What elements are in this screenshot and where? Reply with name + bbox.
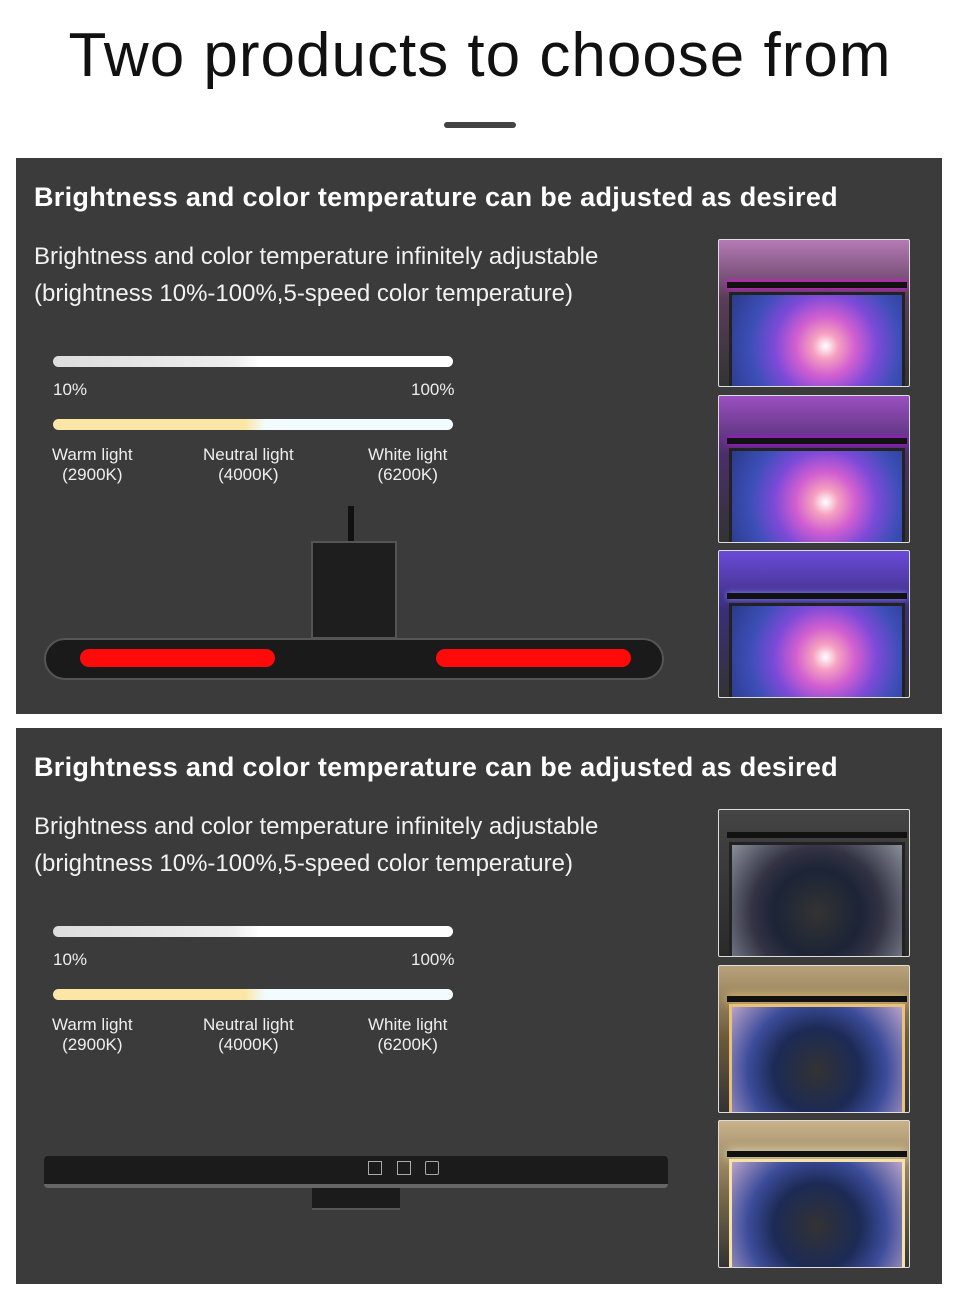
rgb-light-strip [436,649,631,667]
monitor-photo [718,1120,910,1268]
color-temperature-bar [53,419,453,430]
temp-white: White light (6200K) [368,1015,447,1055]
monitor-photo [718,809,910,957]
panel-heading: Brightness and color temperature can be … [34,752,838,782]
desc-line: Brightness and color temperature infinit… [34,813,599,840]
temp-neutral: Neutral light (4000K) [203,445,294,485]
panel-description: Brightness and color temperature infinit… [34,808,704,882]
title-divider [444,122,516,128]
monitor-photo [718,550,910,698]
temp-name: Neutral light [203,445,294,464]
brightness-min: 10% [53,950,88,969]
rgb-light-strip [80,649,275,667]
desc-line: Brightness and color temperature infinit… [34,243,599,270]
desc-line: (brightness 10%-100%,5-speed color tempe… [34,850,573,877]
temp-neutral: Neutral light (4000K) [203,1015,294,1055]
brightness-bar [53,926,453,937]
monitor-photo [718,395,910,543]
temp-name: White light [368,1015,448,1034]
panel-heading: Brightness and color temperature can be … [34,182,838,212]
temp-kelvin: (2900K) [62,1035,123,1054]
brightness-icon [368,1161,382,1175]
color-temperature-bar [53,989,453,1000]
brightness-max: 100% [411,950,455,969]
temp-name: White light [368,445,448,464]
product-panel-standard: Brightness and color temperature can be … [16,728,942,1284]
brightness-min: 10% [53,380,88,399]
temp-name: Neutral light [203,1015,294,1034]
brightness-max: 100% [411,380,455,399]
temp-kelvin: (2900K) [62,465,123,484]
monitor-photo [718,965,910,1113]
temp-kelvin: (4000K) [218,465,279,484]
temp-name: Warm light [52,445,133,464]
temp-kelvin: (6200K) [377,1035,438,1054]
product-panel-rgb: Brightness and color temperature can be … [16,158,942,714]
temp-warm: Warm light (2900K) [52,1015,133,1055]
monitor-photo [718,239,910,387]
page-title: Two products to choose from [68,21,892,90]
desc-line: (brightness 10%-100%,5-speed color tempe… [34,280,573,307]
temp-name: Warm light [52,1015,133,1034]
color-temperature-icon [397,1161,411,1175]
panel-description: Brightness and color temperature infinit… [34,238,704,312]
temp-white: White light (6200K) [368,445,447,485]
temp-kelvin: (4000K) [218,1035,279,1054]
temp-warm: Warm light (2900K) [52,445,133,485]
temp-kelvin: (6200K) [377,465,438,484]
power-icon [425,1161,439,1175]
brightness-bar [53,356,453,367]
